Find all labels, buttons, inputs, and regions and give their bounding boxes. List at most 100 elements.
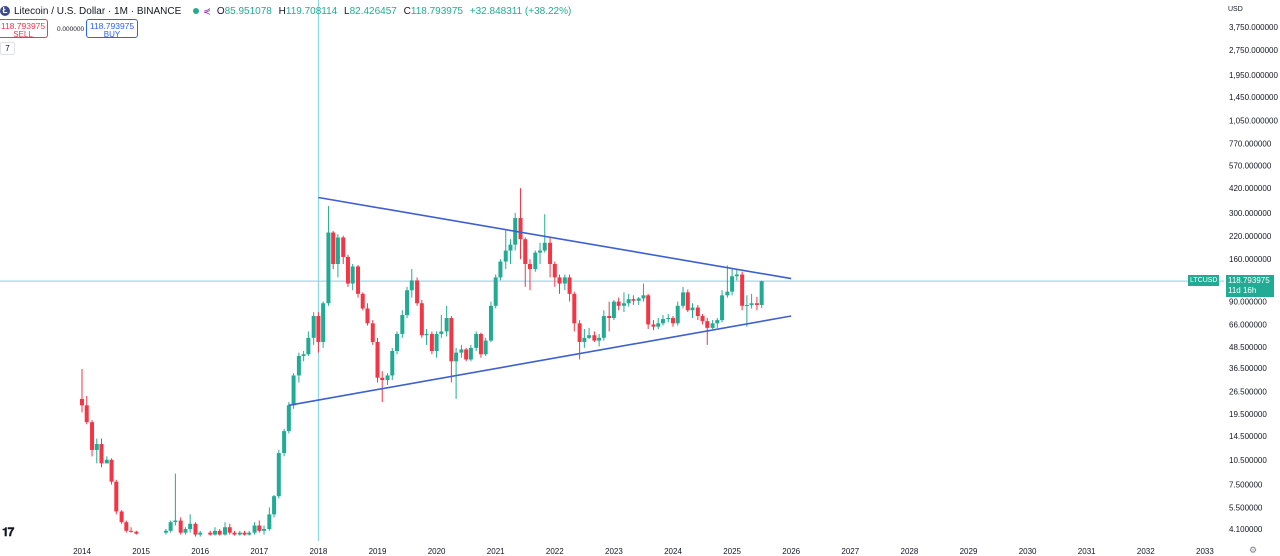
candle-body xyxy=(607,316,612,319)
sell-price: 118.793975 xyxy=(0,21,46,31)
candle-body xyxy=(429,333,434,352)
candle-body xyxy=(548,242,553,264)
candle-body xyxy=(715,320,720,324)
x-tick-label: 2024 xyxy=(664,547,682,556)
x-tick-label: 2030 xyxy=(1019,547,1037,556)
candle-body xyxy=(163,530,168,533)
y-tick-label: 770.000000 xyxy=(1229,140,1272,149)
candle-body xyxy=(390,351,395,376)
x-tick-label: 2022 xyxy=(546,547,564,556)
candle-body xyxy=(104,459,109,464)
candle-body xyxy=(675,305,680,324)
candle-body xyxy=(562,277,567,284)
candle-body xyxy=(621,303,626,306)
buy-button[interactable]: 118.793975 BUY xyxy=(86,19,138,39)
settings-gear-icon[interactable]: ⚙ xyxy=(1249,545,1258,555)
candle-body xyxy=(272,496,277,515)
candle-body xyxy=(474,333,479,348)
last-price-value: 118.793975 xyxy=(1228,276,1270,285)
candle-body xyxy=(84,405,89,423)
candle-body xyxy=(681,292,686,306)
candle-body xyxy=(232,532,237,535)
candle-body xyxy=(523,239,528,264)
candle-body xyxy=(641,295,646,299)
y-tick-label: 26.500000 xyxy=(1229,388,1267,397)
symbol-price-tag: LTCUSD xyxy=(1188,275,1220,286)
y-tick-label: 570.000000 xyxy=(1229,162,1272,171)
currency-label[interactable]: USD xyxy=(1228,6,1243,13)
last-price-tag: 118.793975 11d 16h xyxy=(1226,275,1274,297)
candle-body xyxy=(212,530,217,535)
candle-body xyxy=(395,333,400,352)
candle-body xyxy=(188,523,193,529)
x-tick-label: 2033 xyxy=(1196,547,1214,556)
candle-body xyxy=(705,321,710,328)
candle-body xyxy=(360,293,365,309)
x-tick-label: 2029 xyxy=(960,547,978,556)
candle-body xyxy=(217,530,222,535)
candle-body xyxy=(168,522,173,531)
chart-header: Ł Litecoin / U.S. Dollar · 1M · BINANCE … xyxy=(0,3,575,19)
x-tick-label: 2028 xyxy=(901,547,919,556)
x-tick-label: 2015 xyxy=(132,547,150,556)
x-tick-label: 2031 xyxy=(1078,547,1096,556)
candle-body xyxy=(616,301,621,306)
candle-body xyxy=(114,481,119,512)
x-tick-label: 2025 xyxy=(723,547,741,556)
candle-body xyxy=(449,318,454,362)
candle-body xyxy=(646,295,651,325)
candle-body xyxy=(286,405,291,432)
candle-body xyxy=(685,292,690,311)
candle-body xyxy=(291,375,296,406)
candle-body xyxy=(350,266,355,284)
candle-body xyxy=(601,316,606,338)
candle-body xyxy=(257,525,262,531)
x-tick-label: 2026 xyxy=(782,547,800,556)
candle-body xyxy=(434,333,439,352)
x-tick-label: 2019 xyxy=(369,547,387,556)
candle-body xyxy=(247,532,252,535)
candle-body xyxy=(405,290,410,316)
share-icon[interactable]: ⋞ xyxy=(203,5,211,16)
x-tick-label: 2020 xyxy=(428,547,446,556)
candle-body xyxy=(611,301,616,319)
y-tick-label: 14.500000 xyxy=(1229,432,1267,441)
candle-body xyxy=(587,335,592,338)
candle-body xyxy=(321,303,326,342)
x-tick-label: 2021 xyxy=(487,547,505,556)
candle-body xyxy=(94,444,99,450)
candle-body xyxy=(720,295,725,321)
candle-body xyxy=(282,431,287,454)
candle-body xyxy=(129,530,134,532)
y-tick-label: 2,750.000000 xyxy=(1229,46,1278,55)
candle-body xyxy=(552,263,557,278)
y-tick-label: 420.000000 xyxy=(1229,184,1272,193)
y-tick-label: 1,950.000000 xyxy=(1229,71,1278,80)
x-tick-label: 2017 xyxy=(250,547,268,556)
candle-body xyxy=(276,453,281,497)
x-tick-label: 2032 xyxy=(1137,547,1155,556)
candle-body xyxy=(306,337,311,355)
candle-body xyxy=(183,529,188,533)
market-status-icon xyxy=(193,8,200,14)
collapse-indicators-button[interactable]: 7 xyxy=(0,42,15,55)
litecoin-logo-icon: Ł xyxy=(0,6,10,16)
candle-body xyxy=(311,316,316,338)
buy-label: BUY xyxy=(103,30,121,39)
candle-body xyxy=(464,349,469,360)
candle-body xyxy=(557,277,562,284)
candle-body xyxy=(503,250,508,262)
candle-body xyxy=(597,337,602,341)
x-tick-label: 2016 xyxy=(191,547,209,556)
y-tick-label: 160.000000 xyxy=(1229,255,1272,264)
sell-button[interactable]: 118.793975 SELL xyxy=(0,19,48,39)
y-tick-label: 48.500000 xyxy=(1229,343,1267,352)
symbol-title[interactable]: Litecoin / U.S. Dollar · 1M · BINANCE xyxy=(14,5,182,17)
candle-body xyxy=(380,377,385,381)
candle-body xyxy=(636,298,641,301)
candle-body xyxy=(178,520,183,533)
tradingview-logo[interactable]: 𝟏𝟕 xyxy=(2,525,14,539)
candle-body xyxy=(355,266,360,294)
candle-body xyxy=(267,514,272,529)
